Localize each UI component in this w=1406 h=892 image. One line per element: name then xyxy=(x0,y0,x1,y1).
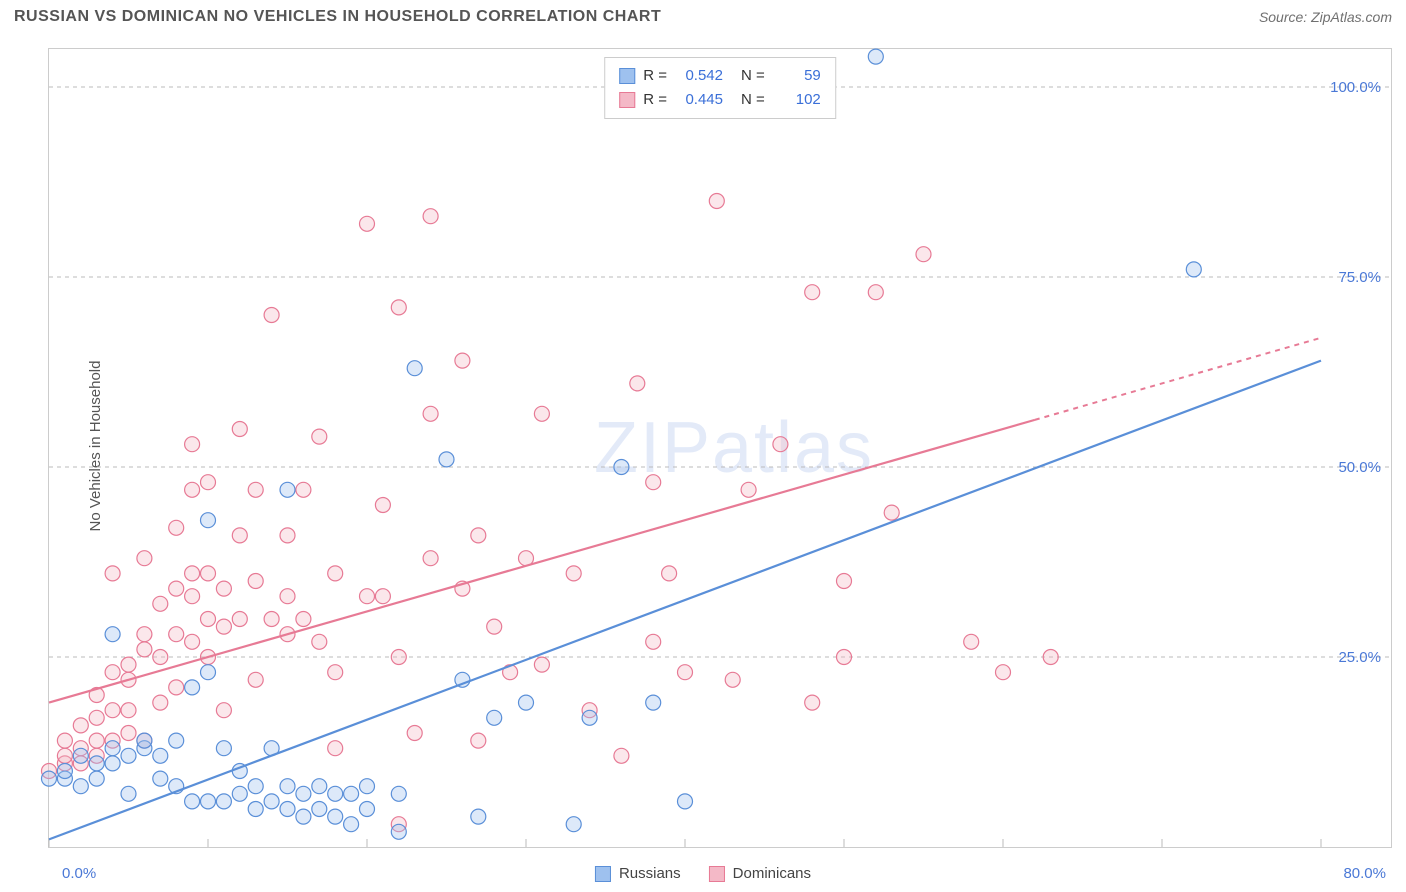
legend-row: R = 0.445 N = 102 xyxy=(619,88,821,112)
n-label: N = xyxy=(741,64,765,88)
x-axis-min-label: 0.0% xyxy=(62,865,96,882)
source-attribution: Source: ZipAtlas.com xyxy=(1259,9,1392,25)
svg-text:100.0%: 100.0% xyxy=(1330,79,1381,96)
legend-swatch xyxy=(709,866,725,882)
svg-text:25.0%: 25.0% xyxy=(1338,649,1381,666)
r-label: R = xyxy=(643,88,667,112)
correlation-legend: R = 0.542 N = 59 R = 0.445 N = 102 xyxy=(604,57,836,119)
legend-item: Dominicans xyxy=(709,865,811,882)
svg-text:75.0%: 75.0% xyxy=(1338,269,1381,286)
scatter-plot: 25.0% 50.0% 75.0% 100.0% xyxy=(49,49,1391,847)
legend-item: Russians xyxy=(595,865,681,882)
n-value: 102 xyxy=(773,88,821,112)
legend-swatch xyxy=(619,68,635,84)
r-value: 0.542 xyxy=(675,64,723,88)
r-value: 0.445 xyxy=(675,88,723,112)
r-label: R = xyxy=(643,64,667,88)
svg-text:50.0%: 50.0% xyxy=(1338,459,1381,476)
n-label: N = xyxy=(741,88,765,112)
chart-area: ZIPatlas 25.0%50.0%75.0%100.0% R =0.542N… xyxy=(48,48,1392,848)
x-axis-max-label: 80.0% xyxy=(1343,865,1386,882)
n-value: 59 xyxy=(773,64,821,88)
legend-swatch xyxy=(619,92,635,108)
legend-label: Dominicans xyxy=(733,865,811,882)
legend-label: Russians xyxy=(619,865,681,882)
series-legend: Russians Dominicans xyxy=(595,865,811,882)
chart-title: RUSSIAN VS DOMINICAN NO VEHICLES IN HOUS… xyxy=(14,8,661,26)
legend-row: R = 0.542 N = 59 xyxy=(619,64,821,88)
legend-swatch xyxy=(595,866,611,882)
chart-header: RUSSIAN VS DOMINICAN NO VEHICLES IN HOUS… xyxy=(0,0,1406,30)
